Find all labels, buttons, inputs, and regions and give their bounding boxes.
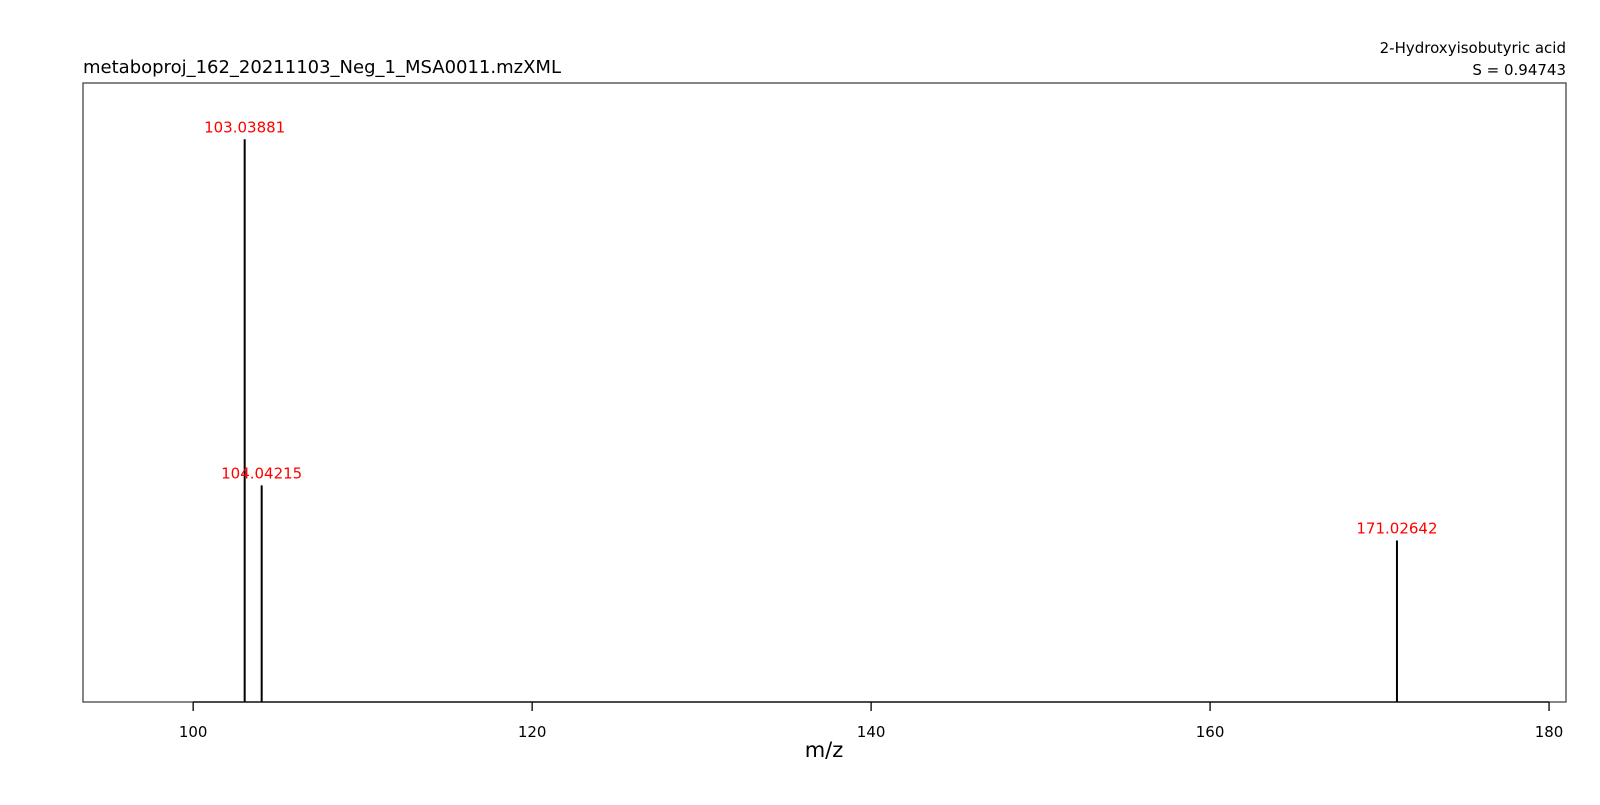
plot-frame	[82, 82, 1567, 703]
compound-name: 2-Hydroxyisobutyric acid	[1380, 39, 1566, 57]
x-axis-label: m/z	[805, 738, 844, 762]
peak-label: 171.02642	[1356, 519, 1437, 537]
peak-label: 103.03881	[204, 118, 285, 136]
x-tick-label: 120	[518, 723, 547, 741]
x-tick-label: 160	[1196, 723, 1225, 741]
x-tick-label: 100	[179, 723, 208, 741]
x-tick-label: 140	[857, 723, 886, 741]
x-axis: 100 120 140 160 180	[179, 701, 1564, 741]
x-tick-label: 180	[1535, 723, 1564, 741]
peak-label: 104.04215	[221, 464, 302, 482]
peaks-group: 103.03881 104.04215 171.02642	[204, 118, 1438, 702]
similarity-score: S = 0.94743	[1472, 61, 1566, 79]
chart-title: metaboproj_162_20211103_Neg_1_MSA0011.mz…	[83, 57, 561, 78]
